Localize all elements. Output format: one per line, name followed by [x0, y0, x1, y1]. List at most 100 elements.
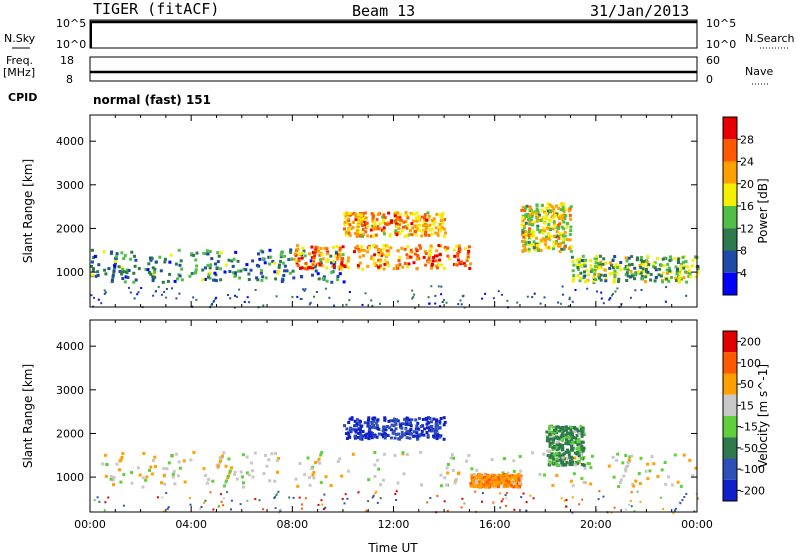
echo-cell: [546, 436, 550, 440]
echo-cell: [430, 420, 433, 424]
echo-cell: [457, 244, 461, 248]
noise-cell: [693, 510, 696, 513]
echo-cell: [432, 222, 436, 226]
noise-cell: [344, 493, 347, 496]
echo-cell: [399, 423, 403, 427]
echo-cell: [543, 229, 546, 233]
echo-cell: [130, 250, 134, 254]
echo-cell: [316, 272, 320, 276]
echo-cell: [428, 428, 432, 432]
echo-cell: [301, 246, 305, 250]
noise-cell: [559, 302, 562, 305]
echo-cell: [387, 222, 391, 226]
echo-cell: [561, 431, 565, 435]
echo-cell: [490, 458, 494, 462]
echo-cell: [470, 476, 474, 480]
echo-cell: [219, 459, 222, 463]
echo-cell: [564, 207, 568, 211]
noise-cell: [629, 296, 632, 299]
echo-cell: [420, 483, 424, 487]
echo-cell: [501, 471, 505, 475]
echo-cell: [552, 240, 556, 244]
echo-cell: [551, 432, 555, 436]
echo-cell: [352, 220, 356, 224]
echo-cell: [161, 280, 165, 284]
echo-cell: [548, 203, 552, 207]
echo-cell: [296, 484, 300, 488]
echo-cell: [374, 426, 378, 430]
echo-cell: [364, 225, 368, 229]
echo-cell: [656, 257, 660, 261]
echo-cell: [402, 472, 406, 476]
echo-cell: [438, 213, 442, 217]
echo-cell: [520, 223, 524, 227]
echo-cell: [554, 427, 557, 431]
echo-cell: [417, 417, 421, 420]
echo-cell: [439, 215, 443, 219]
echo-cell: [625, 465, 628, 469]
echo-cell: [292, 257, 296, 261]
echo-cell: [555, 453, 559, 457]
echo-cell: [100, 462, 104, 466]
noise-cell: [499, 506, 502, 509]
echo-cell: [336, 275, 340, 278]
echo-cell: [317, 277, 321, 281]
echo-cell: [203, 277, 207, 281]
noise-cell: [662, 508, 665, 510]
echo-cell: [120, 251, 124, 255]
echo-cell: [571, 460, 575, 464]
echo-cell: [409, 424, 413, 428]
noise-cell: [672, 511, 675, 514]
noise-cell: [346, 497, 349, 500]
echo-cell: [438, 252, 442, 256]
colorbar-tick: 24: [740, 156, 754, 169]
power-ylabel: Slant Range [km]: [21, 159, 35, 263]
echo-cell: [579, 457, 583, 461]
echo-cell: [167, 461, 171, 465]
noise-cell: [427, 296, 430, 299]
echo-cell: [423, 217, 427, 221]
echo-cell: [276, 470, 280, 474]
echo-cell: [559, 463, 563, 467]
nave-tick-top: 60: [706, 54, 720, 67]
echo-cell: [467, 249, 471, 253]
echo-cell: [90, 248, 94, 252]
echo-cell: [401, 265, 405, 269]
echo-cell: [118, 270, 122, 274]
echo-cell: [363, 433, 367, 437]
echo-cell: [629, 269, 633, 273]
echo-cell: [573, 451, 577, 455]
echo-cell: [162, 467, 166, 471]
echo-cell: [220, 456, 224, 460]
echo-cell: [430, 218, 434, 222]
echo-cell: [347, 469, 351, 473]
echo-cell: [552, 425, 556, 429]
echo-cell: [480, 481, 483, 485]
noise-cell: [175, 297, 178, 300]
echo-cell: [565, 238, 569, 242]
echo-cell: [552, 457, 556, 461]
noise-cell: [665, 286, 668, 289]
echo-cell: [394, 229, 398, 233]
echo-cell: [475, 479, 479, 483]
echo-cell: [214, 273, 218, 277]
echo-cell: [376, 418, 380, 422]
echo-cell: [637, 472, 641, 475]
echo-cell: [561, 241, 565, 244]
colorbar-tick: 100: [740, 357, 761, 370]
echo-cell: [376, 427, 380, 430]
ytick-label: 2000: [56, 427, 84, 440]
echo-cell: [355, 233, 359, 237]
echo-cell: [330, 261, 333, 265]
echo-cell: [565, 225, 569, 229]
echo-cell: [96, 270, 100, 274]
echo-cell: [416, 437, 419, 441]
echo-cell: [625, 259, 629, 263]
echo-cell: [580, 444, 584, 448]
echo-cell: [320, 264, 324, 268]
echo-cell: [570, 444, 573, 448]
echo-cell: [130, 471, 133, 475]
echo-cell: [383, 216, 387, 219]
echo-cell: [241, 453, 245, 457]
echo-cell: [359, 433, 363, 437]
